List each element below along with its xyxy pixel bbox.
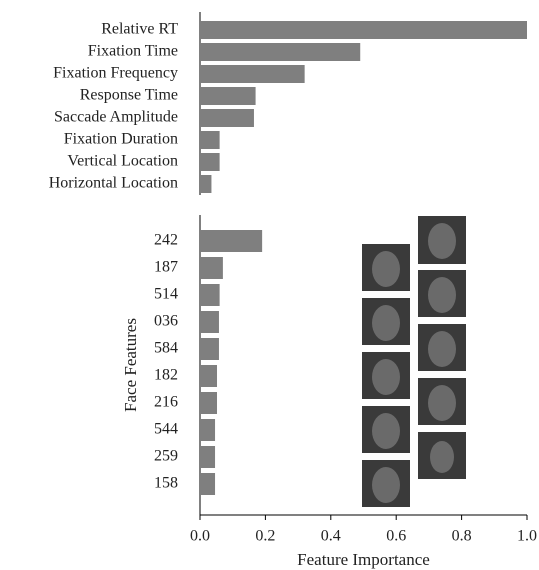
bar: [200, 365, 218, 387]
bar: [200, 338, 219, 360]
y-tick-label: Response Time: [80, 87, 178, 104]
y-tick-label: 242: [154, 232, 178, 249]
bar: [200, 43, 361, 61]
bar: [200, 109, 254, 127]
bar: [200, 131, 220, 149]
bar: [200, 65, 305, 83]
x-tick-label: 0.6: [386, 528, 406, 545]
y-tick-label: Fixation Duration: [64, 131, 178, 148]
y-tick-label: 514: [154, 286, 178, 303]
y-tick-label: Relative RT: [101, 21, 178, 38]
y-tick-label: 158: [154, 475, 178, 492]
bar: [200, 284, 220, 306]
face-thumbnails: [360, 214, 468, 509]
y-tick-label: 584: [154, 340, 178, 357]
bar: [200, 473, 216, 495]
x-tick-label: 0.4: [321, 528, 341, 545]
y-tick-label: 036: [154, 313, 178, 330]
x-tick-label: 0.8: [452, 528, 472, 545]
x-tick-label: 0.2: [255, 528, 275, 545]
x-axis-label: Feature Importance: [297, 550, 430, 569]
bar: [200, 257, 223, 279]
y-axis-label: Face Features: [121, 318, 140, 412]
bar: [200, 392, 218, 414]
y-tick-label: 216: [154, 394, 178, 411]
bar: [200, 230, 263, 252]
y-tick-label: 187: [154, 259, 178, 276]
bar: [200, 311, 219, 333]
y-tick-label: Saccade Amplitude: [54, 109, 178, 126]
y-tick-label: Vertical Location: [67, 153, 178, 170]
bar: [200, 87, 256, 105]
y-tick-label: Fixation Frequency: [53, 65, 178, 82]
x-tick-label: 1.0: [517, 528, 537, 545]
bar: [200, 21, 527, 39]
y-tick-label: 182: [154, 367, 178, 384]
plot-area: Relative RT Fixation Time Fixation Frequen…: [49, 12, 537, 569]
y-tick-label: 259: [154, 448, 178, 465]
y-tick-label: Horizontal Location: [49, 175, 178, 192]
y-tick-label: 544: [154, 421, 178, 438]
x-tick-label: 0.0: [190, 528, 210, 545]
bar: [200, 446, 216, 468]
y-tick-label: Fixation Time: [88, 43, 178, 60]
bar: [200, 153, 220, 171]
bar: [200, 175, 212, 193]
bar: [200, 419, 216, 441]
